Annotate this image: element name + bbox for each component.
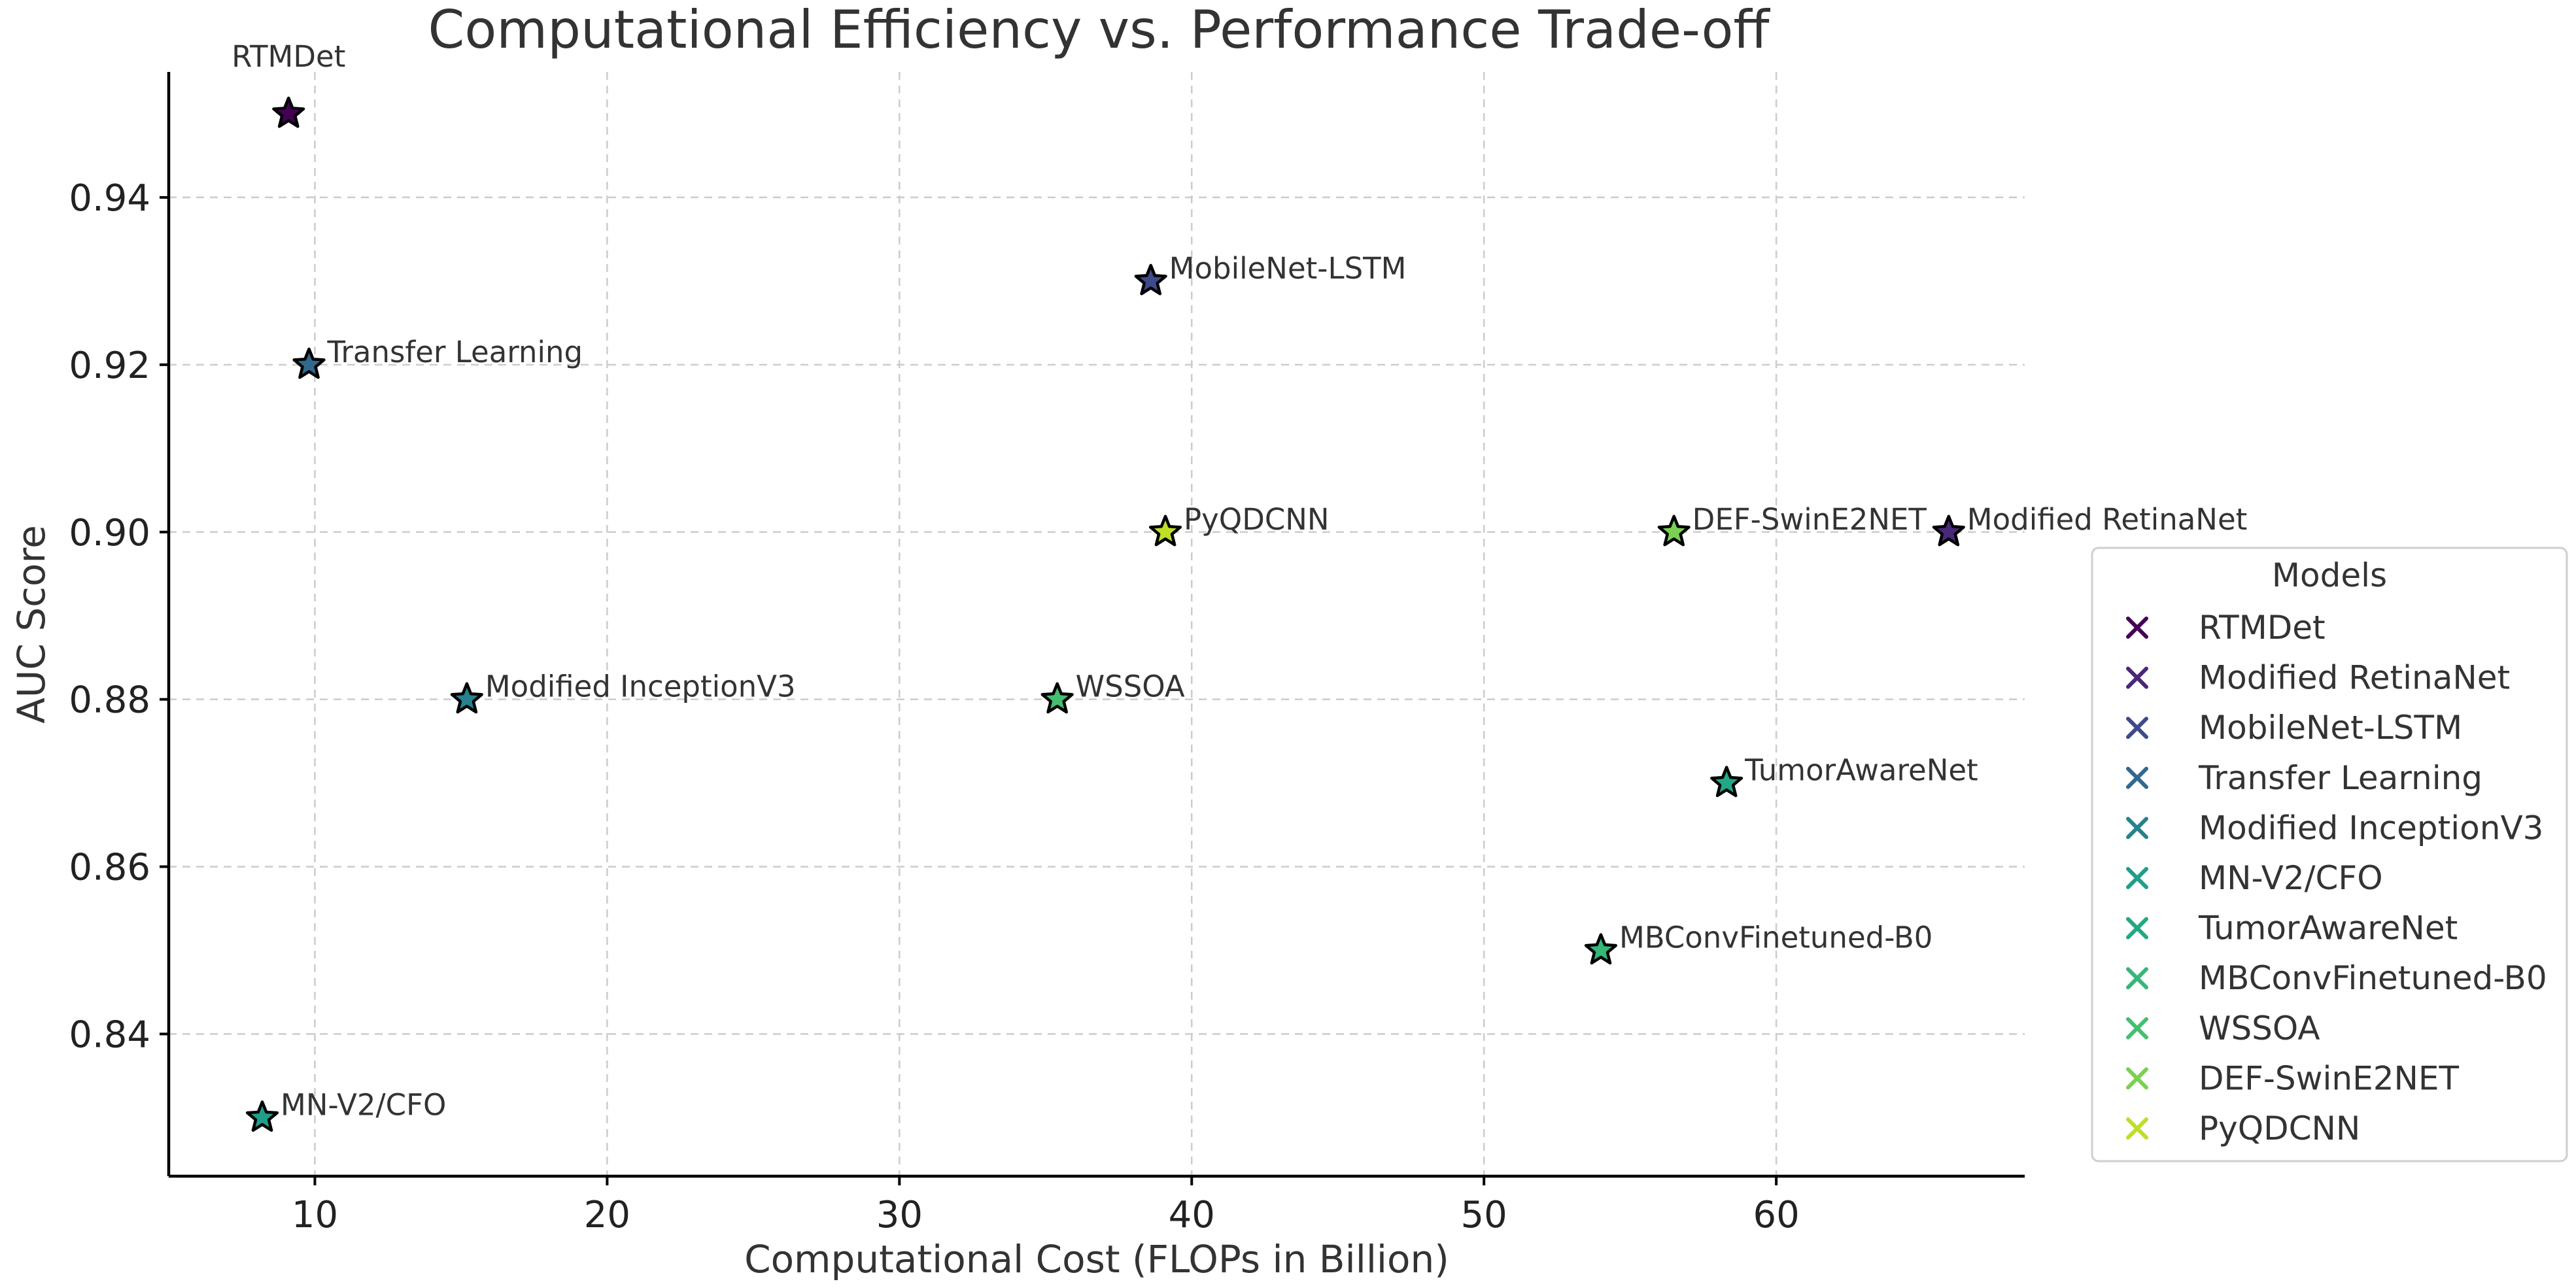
point-label: Modified RetinaNet: [1967, 502, 2248, 537]
chart-title: Computational Efficiency vs. Performance…: [428, 0, 1770, 60]
legend-entry-label: Transfer Learning: [2198, 759, 2482, 797]
y-tick-label: 0.94: [69, 177, 150, 220]
point-label: MobileNet-LSTM: [1169, 251, 1407, 286]
ticks: 10 20 30 40 50 60 0.84 0.86 0.88 0.90 0.92 0.94: [69, 177, 1799, 1236]
point-label: WSSOA: [1076, 669, 1185, 704]
y-tick-label: 0.90: [69, 512, 150, 554]
legend-marker-x-icon: [2126, 617, 2148, 639]
data-point-star: [1584, 933, 1618, 965]
data-point-star: [292, 347, 326, 379]
point-label: MN-V2/CFO: [281, 1087, 446, 1122]
legend-entry-label: MBConvFinetuned-B0: [2199, 959, 2547, 997]
data-point-star: [1134, 263, 1167, 296]
legend-entry-label: DEF-SwinE2NET: [2199, 1059, 2460, 1097]
legend-title: Models: [2272, 556, 2387, 594]
y-tick-label: 0.92: [69, 345, 150, 387]
point-label: RTMDet: [232, 39, 345, 74]
legend-marker-x-icon: [2126, 717, 2148, 739]
point-label: Transfer Learning: [327, 335, 583, 369]
legend-marker-x-icon: [2126, 967, 2148, 990]
data-points: [245, 96, 1965, 1132]
x-tick-label: 40: [1169, 1194, 1215, 1236]
data-point-star: [245, 1100, 279, 1132]
x-axis-label: Computational Cost (FLOPs in Billion): [744, 1237, 1449, 1281]
legend-entry-label: PyQDCNN: [2199, 1110, 2360, 1147]
data-point-star: [1657, 515, 1691, 547]
data-point-star: [1710, 766, 1743, 798]
legend-marker-x-icon: [2126, 1117, 2148, 1140]
x-tick-label: 20: [584, 1194, 630, 1236]
x-tick-label: 30: [876, 1194, 923, 1236]
y-tick-label: 0.88: [69, 679, 150, 722]
legend-entry-label: MN-V2/CFO: [2199, 859, 2383, 897]
point-labels: RTMDet Modified RetinaNet MobileNet-LSTM Tr…: [232, 39, 2247, 1122]
x-tick-label: 60: [1753, 1194, 1799, 1236]
legend-marker-x-icon: [2126, 917, 2148, 940]
grid-lines: [169, 72, 2025, 1176]
y-tick-label: 0.84: [69, 1013, 150, 1056]
data-point-star: [1040, 682, 1074, 714]
point-label: DEF-SwinE2NET: [1692, 502, 1927, 537]
legend-marker-x-icon: [2126, 1067, 2148, 1090]
legend-marker-x-icon: [2126, 867, 2148, 889]
y-tick-label: 0.86: [69, 847, 150, 889]
data-point-star: [450, 682, 483, 714]
legend-marker-x-icon: [2126, 817, 2148, 839]
axes: [167, 72, 2025, 1178]
point-label: PyQDCNN: [1184, 502, 1330, 537]
x-tick-label: 50: [1461, 1194, 1507, 1236]
legend-box: [2091, 547, 2568, 1162]
legend-entry-label: MobileNet-LSTM: [2199, 709, 2462, 747]
point-label: TumorAwareNet: [1744, 753, 1978, 788]
legend-entry-label: Modified RetinaNet: [2199, 659, 2510, 697]
x-tick-label: 10: [292, 1194, 338, 1236]
legend-marker-x-icon: [2126, 1017, 2148, 1040]
point-label: Modified InceptionV3: [485, 669, 796, 704]
legend-entry-label: RTMDet: [2199, 609, 2326, 647]
data-point-star: [1932, 515, 1965, 547]
data-point-star: [1148, 515, 1182, 547]
legend-entry-label: Modified InceptionV3: [2199, 809, 2543, 847]
point-label: MBConvFinetuned-B0: [1619, 921, 1932, 955]
legend-entry-label: TumorAwareNet: [2198, 909, 2458, 947]
legend-entry-label: WSSOA: [2199, 1009, 2320, 1047]
legend-marker-x-icon: [2126, 666, 2148, 689]
legend: Models RTMDet Modified RetinaNet MobileNet…: [2091, 547, 2568, 1162]
y-axis-label: AUC Score: [9, 525, 54, 724]
data-point-star: [272, 96, 305, 128]
legend-marker-x-icon: [2126, 766, 2148, 789]
